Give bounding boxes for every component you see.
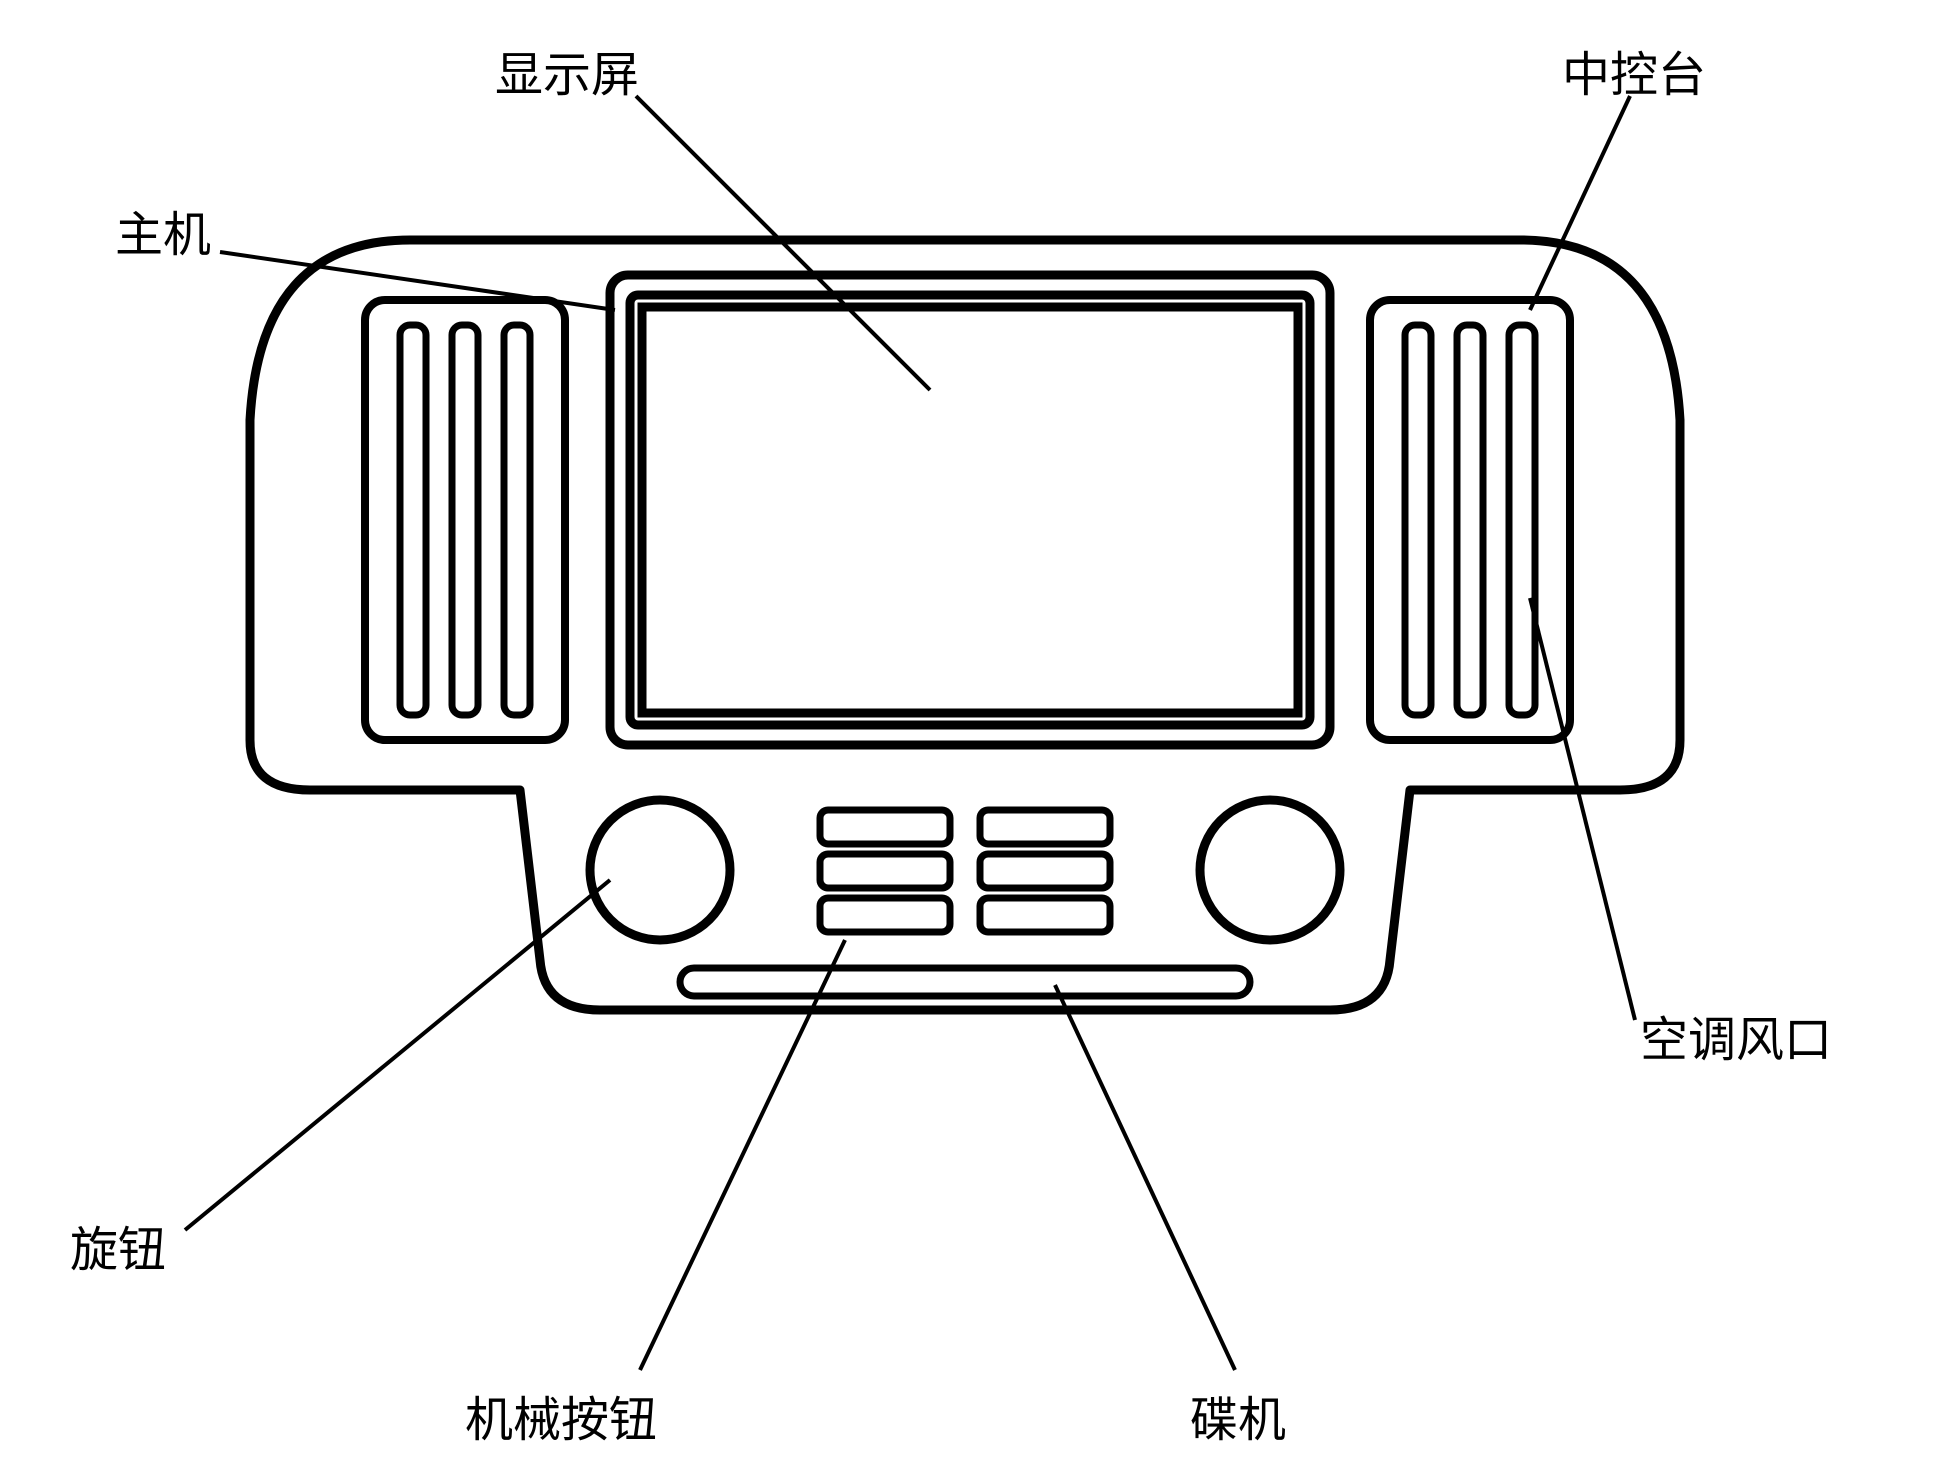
console-outer	[250, 240, 1680, 1010]
label-mechanical-button: 机械按钮	[465, 1380, 657, 1450]
knob-right[interactable]	[1200, 800, 1340, 940]
button-5[interactable]	[820, 898, 950, 932]
mechanical-buttons	[820, 810, 1110, 932]
label-center-console: 中控台	[1562, 35, 1706, 105]
button-1[interactable]	[820, 810, 950, 844]
label-host: 主机	[115, 195, 211, 265]
label-knob: 旋钮	[70, 1210, 166, 1280]
button-2[interactable]	[980, 810, 1110, 844]
label-disc-drive: 碟机	[1190, 1380, 1286, 1450]
display-screen[interactable]	[642, 307, 1298, 713]
ac-vent-left	[365, 300, 565, 740]
host-bezel	[610, 275, 1330, 745]
button-6[interactable]	[980, 898, 1110, 932]
disc-slot[interactable]	[680, 968, 1250, 996]
label-ac-vent: 空调风口	[1640, 1000, 1832, 1070]
leader-disc-drive	[1055, 985, 1235, 1370]
button-4[interactable]	[980, 854, 1110, 888]
knob-left[interactable]	[590, 800, 730, 940]
button-3[interactable]	[820, 854, 950, 888]
center-console-diagram	[240, 230, 1700, 1020]
ac-vent-right	[1370, 300, 1570, 740]
label-display: 显示屏	[495, 35, 639, 105]
screen-outer-frame	[630, 295, 1310, 725]
